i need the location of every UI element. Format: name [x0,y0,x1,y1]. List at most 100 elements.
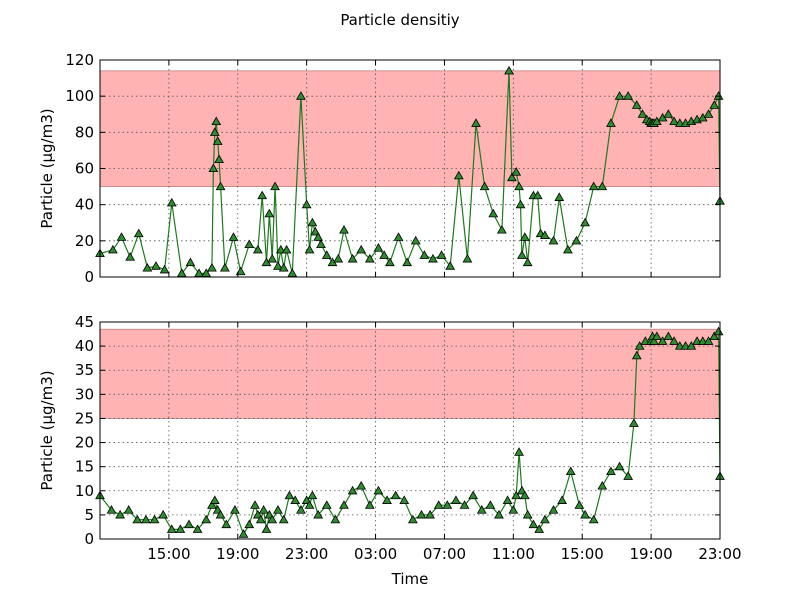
data-point-marker [347,485,358,495]
data-point-marker [278,262,289,272]
data-point-marker [215,509,226,519]
y-tick-label: 0 [84,268,94,286]
data-point-marker [313,509,324,519]
threshold-band-top [99,70,721,187]
data-point-marker [393,232,404,241]
data-point-marker [275,244,286,254]
data-point-marker [125,252,136,261]
y-axis-label-top: Particle (µg/m3) [38,108,56,228]
data-point-marker [631,100,642,109]
data-point-marker [356,480,367,490]
y-tick-label: 25 [75,409,94,427]
data-point-marker [540,514,550,524]
grid-top [100,60,720,277]
data-point-marker [208,163,219,173]
data-point-marker [235,266,246,276]
data-point-marker [703,109,714,118]
data-point-marker [580,217,590,227]
data-point-marker [273,261,283,270]
data-point-marker [264,208,275,218]
series-top [95,65,725,277]
data-point-marker [628,418,639,427]
data-point-marker [614,91,625,100]
data-point-marker [307,217,318,227]
y-tick-label: 120 [65,51,94,69]
data-point-marker [580,509,590,519]
x-tick-label: 23:00 [698,545,741,563]
data-point-marker [212,136,223,145]
data-point-marker [522,509,533,519]
data-point-marker [623,471,634,480]
data-point-marker [557,495,568,504]
y-tick-label: 0 [84,530,94,548]
data-point-marker [453,170,464,180]
data-point-marker [713,326,724,336]
y-tick-label: 100 [65,87,94,105]
data-point-marker [511,490,522,500]
data-point-marker [321,500,332,509]
data-point-marker [548,235,559,245]
data-point-marker [548,505,559,514]
data-point-marker [281,244,292,254]
data-point-marker [123,505,134,514]
data-point-marker [471,118,481,127]
data-point-marker [597,480,608,490]
x-tick-label: 07:00 [423,545,466,563]
data-point-marker [419,250,430,259]
data-point-marker [709,331,720,341]
series-bottom [95,326,725,538]
data-point-marker [637,109,648,118]
data-point-marker [287,268,298,277]
data-point-marker [310,226,321,236]
y-tick-label: 20 [75,434,94,452]
data-point-marker [267,253,278,263]
data-point-marker [588,181,599,191]
data-point-marker [304,244,315,254]
data-point-marker [507,172,517,182]
data-point-marker [115,509,125,519]
data-point-marker [528,519,539,529]
data-point-marker [209,127,220,136]
data-point-marker [511,167,522,176]
data-point-marker [674,341,685,350]
data-point-marker [669,116,679,126]
data-point-marker [697,336,708,345]
data-point-marker [442,500,453,509]
data-point-marker [290,495,301,504]
data-point-marker [651,331,662,341]
data-point-marker [657,336,668,345]
data-point-marker [663,331,674,341]
chart-panel-top: 0 20 40 60 80 100 120 Particle (µg/m3) [38,51,725,286]
data-point-marker [151,261,161,270]
data-point-marker [133,228,144,238]
data-point-marker [244,239,255,249]
data-point-marker [316,239,326,249]
data-point-marker [175,524,186,533]
data-point-marker [321,250,332,259]
data-point-marker [485,500,496,509]
data-point-marker [709,100,720,109]
data-point-marker [663,109,674,118]
data-point-marker [606,466,616,476]
y-tick-label: 20 [75,232,94,250]
data-point-marker [519,490,530,500]
data-point-marker [416,509,427,519]
data-point-marker [462,253,473,263]
data-point-marker [211,116,222,126]
data-point-marker [703,336,714,345]
figure-title: Particle densitiy [340,11,459,29]
data-point-marker [307,490,318,500]
data-point-marker [313,232,324,241]
data-point-marker [185,257,196,267]
data-point-marker [390,490,401,500]
data-point-marker [534,524,545,533]
data-point-marker [669,336,679,345]
data-point-marker [562,244,573,254]
data-point-marker [296,505,306,514]
data-point-marker [574,500,585,509]
data-point-marker [142,262,153,272]
data-point-marker [515,199,526,209]
data-point-marker [364,500,375,509]
data-point-marker [517,250,527,259]
